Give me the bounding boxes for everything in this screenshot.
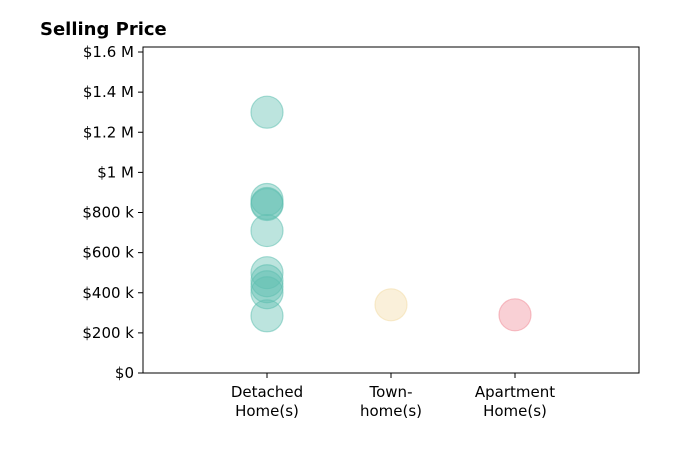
data-point xyxy=(250,256,284,290)
x-tick-label-line: Detached xyxy=(231,383,303,401)
chart-title: Selling Price xyxy=(40,19,167,40)
x-tick-label-line: home(s) xyxy=(360,402,422,420)
data-point xyxy=(250,187,284,222)
x-tick-label: Detached Home(s) xyxy=(231,383,303,420)
y-tick-label: $1.4 M xyxy=(83,83,134,101)
x-tick-label-line: Home(s) xyxy=(235,402,299,420)
y-tick-label: $200 k xyxy=(82,324,134,342)
y-tick-label: $0 xyxy=(115,364,134,382)
x-tick-label-line: Town- xyxy=(369,383,413,401)
x-axis: Detached Home(s)Town-home(s)Apartment Home… xyxy=(231,373,555,420)
x-tick-label-line: Home(s) xyxy=(483,402,547,420)
data-point xyxy=(374,288,408,322)
x-tick-label-line: Apartment xyxy=(475,383,555,401)
y-tick-label: $400 k xyxy=(82,284,134,302)
plot-frame xyxy=(142,46,640,374)
y-tick-label: $800 k xyxy=(82,204,134,222)
data-point xyxy=(250,213,284,248)
y-tick-label: $1.6 M xyxy=(83,43,134,61)
x-tick-label: Town-home(s) xyxy=(360,383,422,420)
y-tick-label: $1.2 M xyxy=(83,123,134,141)
data-point xyxy=(498,298,532,332)
data-point xyxy=(250,276,284,310)
y-tick-label: $600 k xyxy=(82,244,134,262)
y-axis: $0 $200 k $400 k $600 k $800 k $1 M $1.2 M $1.4… xyxy=(82,43,143,382)
scatter-points xyxy=(250,95,532,333)
data-point xyxy=(250,95,284,129)
x-tick-label: Apartment Home(s) xyxy=(475,383,555,420)
data-point xyxy=(250,299,284,333)
y-tick-label: $1 M xyxy=(97,163,134,181)
